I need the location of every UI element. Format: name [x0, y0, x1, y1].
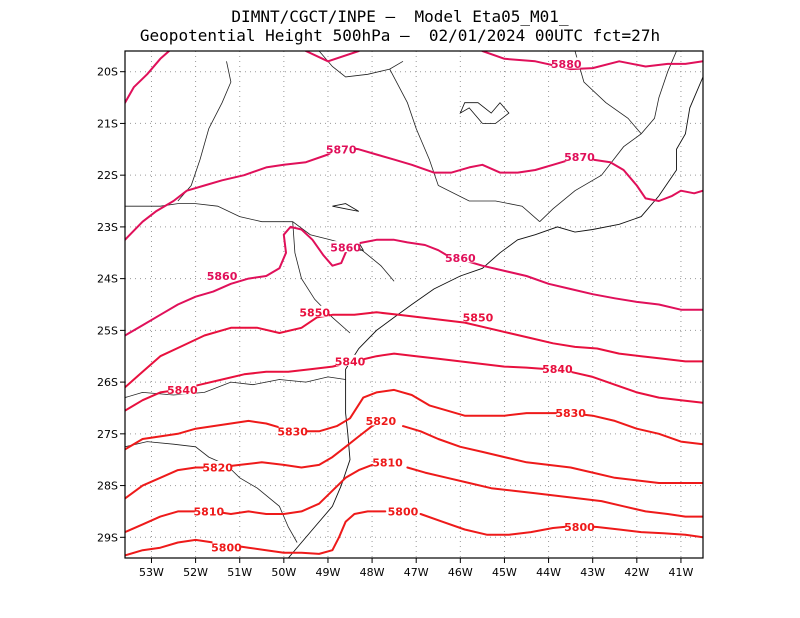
y-tick-label: 28S — [97, 480, 118, 493]
y-tick-label: 27S — [97, 428, 118, 441]
contour-label: 5860 — [445, 252, 476, 265]
contour-5880 — [481, 51, 703, 71]
title-line-2: Geopotential Height 500hPa — 02/01/2024 … — [139, 26, 661, 45]
coastline — [287, 76, 703, 558]
contour-label: 5870 — [326, 143, 357, 156]
x-tick-label: 41W — [669, 566, 694, 579]
contour-5880 — [125, 51, 171, 104]
x-tick-label: 48W — [360, 566, 385, 579]
reservoir-outline — [332, 203, 360, 212]
contour-label-bg — [388, 504, 417, 516]
contour-5810 — [406, 466, 703, 518]
y-tick-label: 26S — [97, 376, 118, 389]
contour-5800 — [125, 510, 387, 557]
x-tick-label: 45W — [492, 566, 517, 579]
contour-label-bg — [556, 406, 585, 418]
contour-label-bg — [278, 424, 307, 436]
contour-label: 5800 — [211, 542, 242, 555]
contour-label: 5840 — [542, 363, 573, 376]
contour-label-bg — [203, 460, 232, 472]
contour-5830 — [125, 388, 703, 451]
x-tick-label: 46W — [448, 566, 473, 579]
y-tick-label: 25S — [97, 324, 118, 337]
contour-label-bg — [300, 305, 329, 317]
y-tick-label: 21S — [97, 117, 118, 130]
x-tick-label: 44W — [536, 566, 561, 579]
contour-label-bg — [327, 142, 356, 154]
y-tick-label: 23S — [97, 221, 118, 234]
contour-label-bg — [373, 455, 402, 467]
y-tick-label: 29S — [97, 531, 118, 544]
contour-label-bg — [194, 504, 223, 516]
contour-label-bg — [331, 241, 360, 253]
contour-label: 5820 — [202, 461, 233, 474]
state-border — [318, 51, 404, 78]
state-border — [389, 68, 540, 223]
contour-label: 5860 — [330, 242, 361, 255]
contour-label: 5810 — [372, 456, 403, 469]
y-tick-label: 24S — [97, 273, 118, 286]
contour-label: 5830 — [555, 407, 586, 420]
contour-5820 — [125, 419, 382, 500]
political-borders — [125, 51, 703, 558]
title-line-1: DIMNT/CGCT/INPE — Model Eta05_M01_ — [231, 7, 569, 26]
contour-label-bg — [565, 520, 594, 532]
x-tick-label: 50W — [271, 566, 296, 579]
state-border — [125, 441, 298, 543]
contour-label: 5840 — [335, 355, 366, 368]
contour-label-bg — [446, 251, 475, 263]
contour-label-bg — [543, 362, 572, 374]
contour-label: 5850 — [299, 306, 330, 319]
contour-label-bg — [336, 354, 365, 366]
contour-label: 5800 — [564, 521, 595, 534]
contour-label: 5850 — [463, 311, 494, 324]
contour-label: 5810 — [194, 505, 225, 518]
contour-5850 — [125, 311, 703, 389]
x-tick-label: 49W — [316, 566, 341, 579]
contour-label: 5860 — [207, 270, 238, 283]
x-tick-label: 52W — [183, 566, 208, 579]
contour-label-bg — [208, 269, 237, 281]
y-tick-label: 22S — [97, 169, 118, 182]
state-border — [177, 61, 232, 202]
x-tick-label: 43W — [580, 566, 605, 579]
contour-label-bg — [168, 383, 197, 395]
x-tick-label: 53W — [139, 566, 164, 579]
contour-5820 — [402, 425, 703, 484]
x-tick-label: 42W — [624, 566, 649, 579]
state-border — [125, 376, 346, 398]
contour-label: 5840 — [167, 384, 198, 397]
contour-label: 5880 — [551, 58, 582, 71]
state-border — [574, 51, 642, 135]
contour-label-bg — [463, 310, 492, 322]
contour-label: 5800 — [388, 505, 419, 518]
contour-5800 — [419, 513, 703, 539]
contour-label: 5830 — [277, 425, 308, 438]
contour-label-bg — [552, 57, 581, 69]
state-border — [539, 51, 677, 222]
reservoir-outline — [459, 102, 510, 124]
contour-5870 — [125, 145, 703, 241]
contour-label: 5870 — [564, 151, 595, 164]
contour-labels: 5880 5870 5870 5860 5860 5860 5850 5850 5840 5840… — [167, 57, 595, 555]
state-border — [292, 221, 351, 334]
contour-5880 — [304, 51, 360, 63]
contour-5840 — [125, 352, 703, 412]
lat-lon-grid — [125, 51, 703, 558]
axis-ticks: 53W 52W 51W 50W 49W 48W 47W 46W 45W 44W 43W 42W 41W 2… — [97, 66, 693, 579]
y-tick-label: 20S — [97, 66, 118, 79]
contour-label-bg — [212, 541, 241, 553]
contour-label-bg — [565, 150, 594, 162]
contour-label-bg — [366, 414, 395, 426]
contour-label: 5820 — [366, 415, 397, 428]
map-frame — [124, 50, 704, 559]
x-tick-label: 51W — [227, 566, 252, 579]
contour-5810 — [125, 463, 374, 534]
x-tick-label: 47W — [404, 566, 429, 579]
